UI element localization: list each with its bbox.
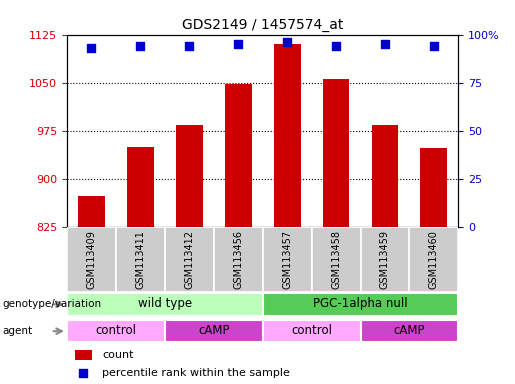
Bar [360, 227, 409, 292]
Bar [360, 320, 458, 343]
Bar [420, 148, 448, 227]
Point [79, 369, 88, 376]
Bar [67, 293, 263, 316]
Text: GSM113457: GSM113457 [282, 230, 292, 289]
Bar [127, 147, 154, 227]
Text: GSM113456: GSM113456 [233, 230, 243, 289]
Text: genotype/variation: genotype/variation [3, 299, 101, 310]
Text: wild type: wild type [138, 297, 192, 310]
Text: percentile rank within the sample: percentile rank within the sample [102, 367, 290, 377]
Text: control: control [291, 324, 332, 337]
Bar [322, 79, 350, 227]
Bar [67, 320, 165, 343]
Bar [165, 227, 214, 292]
Point [283, 39, 291, 45]
Text: agent: agent [3, 326, 32, 336]
Bar [263, 227, 312, 292]
Text: control: control [95, 324, 136, 337]
Text: count: count [102, 350, 134, 360]
Text: GSM113460: GSM113460 [429, 230, 439, 289]
Bar [263, 320, 360, 343]
Text: GSM113412: GSM113412 [184, 230, 194, 289]
Bar [273, 44, 301, 227]
Bar [409, 227, 458, 292]
Bar [75, 350, 92, 361]
Text: GSM113409: GSM113409 [87, 230, 96, 289]
Title: GDS2149 / 1457574_at: GDS2149 / 1457574_at [182, 18, 344, 32]
Point [136, 43, 144, 49]
Bar [165, 320, 263, 343]
Text: GSM113459: GSM113459 [380, 230, 390, 289]
Bar [263, 293, 458, 316]
Text: GSM113458: GSM113458 [331, 230, 341, 289]
Text: cAMP: cAMP [393, 324, 425, 337]
Bar [225, 84, 252, 227]
Bar [78, 197, 105, 227]
Text: PGC-1alpha null: PGC-1alpha null [313, 297, 408, 310]
Bar [116, 227, 165, 292]
Point [332, 43, 340, 49]
Text: GSM113411: GSM113411 [135, 230, 145, 289]
Bar [371, 126, 399, 227]
Point [234, 41, 242, 47]
Point [88, 45, 96, 51]
Bar [176, 126, 203, 227]
Point [381, 41, 389, 47]
Bar [214, 227, 263, 292]
Bar [67, 227, 116, 292]
Point [430, 43, 438, 49]
Point [185, 43, 194, 49]
Text: cAMP: cAMP [198, 324, 230, 337]
Bar [312, 227, 360, 292]
